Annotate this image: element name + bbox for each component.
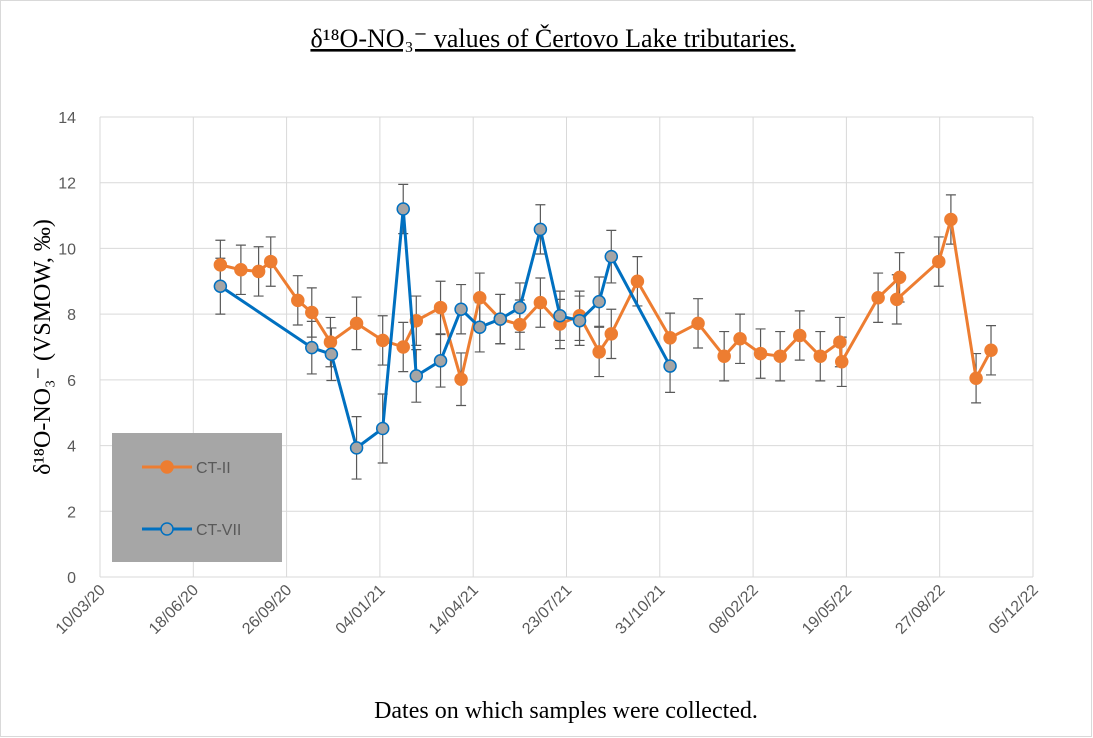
point [932, 254, 946, 269]
chart-title: δ¹⁸O-NO₃⁻ values of Čertovo Lake tributa… [310, 24, 795, 53]
plot [213, 183, 998, 480]
point [984, 343, 998, 358]
point [291, 293, 305, 308]
point [892, 270, 907, 285]
point [349, 441, 364, 455]
point [433, 354, 448, 368]
point [513, 317, 527, 332]
point [592, 294, 606, 309]
point [793, 328, 807, 343]
point [375, 333, 390, 348]
point [691, 316, 705, 331]
point [513, 300, 527, 315]
x-axis-label: Dates on which samples were collected. [374, 698, 758, 724]
legend: CT-II CT-VII [112, 433, 282, 562]
y-tick-label: 8 [67, 307, 76, 324]
point [213, 279, 228, 293]
point [630, 274, 645, 289]
point [604, 327, 619, 341]
point [969, 371, 983, 385]
point [833, 335, 847, 349]
point [944, 212, 958, 227]
legend-marker [160, 460, 174, 474]
legend-marker [160, 522, 174, 536]
point [493, 312, 508, 326]
point [871, 290, 885, 305]
point [663, 331, 677, 345]
point [813, 349, 828, 363]
point [533, 295, 548, 310]
point [323, 335, 338, 349]
y-axis-label: δ¹⁸O-NO₃⁻ (VSMOW, ‰) [30, 219, 56, 475]
point [305, 305, 319, 320]
legend-box [112, 433, 282, 562]
y-tick-label: 2 [67, 504, 76, 521]
point [305, 340, 319, 355]
y-tick-label: 4 [67, 439, 76, 456]
point [263, 254, 278, 269]
point [472, 320, 487, 335]
point [213, 258, 228, 272]
point [396, 202, 410, 216]
point [533, 222, 548, 237]
point [454, 372, 468, 386]
point [349, 316, 364, 331]
y-tick-label: 12 [58, 176, 76, 193]
point [251, 264, 266, 279]
point [592, 345, 606, 359]
point [773, 349, 787, 363]
point [472, 290, 487, 305]
point [604, 249, 619, 264]
point [890, 292, 904, 307]
point [433, 300, 448, 315]
legend-label: CT-VII [196, 522, 241, 539]
point [454, 302, 468, 316]
point [375, 421, 390, 436]
point [396, 340, 410, 354]
point [324, 347, 339, 361]
point [753, 346, 768, 361]
point [234, 263, 248, 277]
point [553, 309, 567, 323]
y-tick-label: 0 [67, 570, 76, 587]
point [572, 313, 587, 328]
point [717, 349, 731, 363]
y-tick-label: 14 [58, 110, 76, 127]
legend-label: CT-II [196, 460, 231, 477]
y-tick-label: 6 [67, 373, 76, 390]
point [409, 369, 424, 383]
point [663, 359, 677, 373]
y-tick-label: 10 [58, 241, 76, 258]
point [834, 355, 849, 369]
point [733, 332, 747, 346]
